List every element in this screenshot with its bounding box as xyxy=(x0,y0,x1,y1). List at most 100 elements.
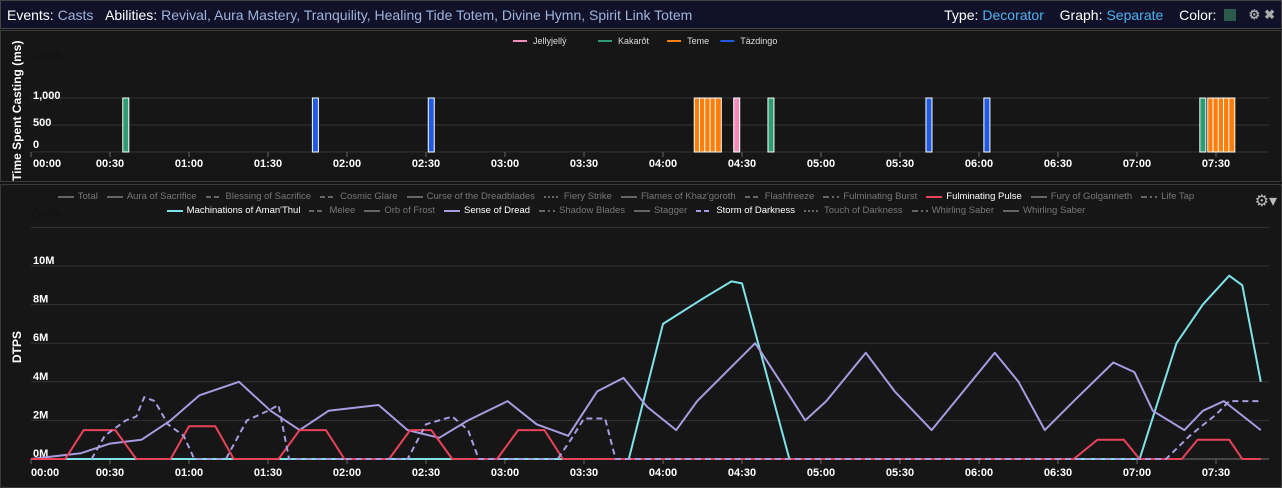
legend-swatch xyxy=(696,209,713,212)
legend-label: Orb of Frost xyxy=(384,205,435,216)
legend-item[interactable]: Melee xyxy=(309,205,355,216)
legend-swatch xyxy=(444,209,460,212)
legend-item[interactable]: Fulminating Burst xyxy=(823,191,917,202)
legend-swatch xyxy=(1141,195,1158,198)
legend-item[interactable]: Cosmic Glare xyxy=(320,191,398,202)
graph-value[interactable]: Separate xyxy=(1106,6,1164,23)
zoom-label: Zoom xyxy=(31,206,62,220)
y-axis-title: DTPS xyxy=(10,331,24,363)
type-value[interactable]: Decorator xyxy=(982,6,1044,23)
events-label: Events: xyxy=(7,6,54,23)
y-tick-label: 500 xyxy=(33,117,51,129)
x-tick-label: 07:00 xyxy=(1123,158,1151,170)
legend-item[interactable]: Blessing of Sacrifice xyxy=(205,191,311,202)
legend-swatch xyxy=(926,195,943,198)
legend-swatch xyxy=(823,195,840,198)
legend-item[interactable]: Aura of Sacrifice xyxy=(106,191,197,202)
legend-item[interactable]: Whirling Saber xyxy=(1003,205,1085,216)
legend-label: Curse of the Dreadblades xyxy=(426,191,535,202)
cast-bar xyxy=(1199,97,1207,153)
legend-label: Touch of Darkness xyxy=(824,205,903,216)
legend-label: Shadow Blades xyxy=(559,205,626,216)
legend-swatch xyxy=(364,209,381,212)
legend-label: Whirling Saber xyxy=(1023,205,1086,216)
cast-bar xyxy=(311,97,319,153)
series-line-machinations-of-aman-thul xyxy=(31,274,1262,460)
x-tick-label: 07:30 xyxy=(1202,158,1230,170)
casts-chart: 0 500 1,000 Zoom Time Spent Casting (ms) 00:0… xyxy=(10,36,1269,181)
x-tick-label: 02:00 xyxy=(333,467,361,479)
x-tick-label: 05:30 xyxy=(886,467,914,479)
color-swatch[interactable] xyxy=(1224,8,1237,21)
y-tick-label: 8M xyxy=(33,294,48,306)
x-tick-label: 05:00 xyxy=(807,158,835,170)
legend-row: Total Aura of Sacrifice Blessing of Sacrif… xyxy=(1,191,1251,202)
legend-label: Sense of Dread xyxy=(464,205,531,216)
legend-swatch xyxy=(804,209,820,212)
legend-item[interactable]: Whirling Saber xyxy=(911,205,994,216)
abilities-value[interactable]: Revival, Aura Mastery, Tranquility, Heal… xyxy=(161,6,693,23)
y-tick-label: 0 xyxy=(33,139,39,151)
cast-bar xyxy=(767,97,775,153)
close-icon[interactable]: ✖ xyxy=(1264,6,1275,22)
legend-item[interactable]: Machinations of Aman'Thul xyxy=(166,205,301,216)
cast-bar xyxy=(714,97,722,153)
x-tick-label: 01:30 xyxy=(254,158,282,170)
x-tick-label: 05:00 xyxy=(807,467,835,479)
series-line-fulminating-pulse xyxy=(31,425,1261,460)
legend-item[interactable]: Sense of Dread xyxy=(444,205,530,216)
x-tick-label: 06:00 xyxy=(965,467,993,479)
legend-item[interactable]: Fulminating Pulse xyxy=(926,191,1022,202)
legend-item[interactable]: Curse of the Dreadblades xyxy=(406,191,535,202)
legend-swatch xyxy=(1003,209,1019,212)
legend-item[interactable]: Shadow Blades xyxy=(539,205,625,216)
y-tick-label: 4M xyxy=(33,371,48,383)
legend-swatch xyxy=(634,209,651,212)
cast-bar xyxy=(983,97,991,153)
x-tick-label: 04:30 xyxy=(728,158,756,170)
legend-item[interactable]: Orb of Frost xyxy=(364,205,435,216)
legend-label: Machinations of Aman'Thul xyxy=(186,205,301,216)
legend-item[interactable]: Fury of Golganneth xyxy=(1030,191,1132,202)
legend-item[interactable]: Total xyxy=(57,191,98,202)
x-tick-label: 00:00 xyxy=(33,158,61,170)
casts-chart-panel: 0 500 1,000 Zoom Time Spent Casting (ms) 00:0… xyxy=(0,30,1282,182)
y-tick-label: 6M xyxy=(33,332,48,344)
dtps-chart-panel: 0M 2M 4M 6M 8M 10M Zoom DTPS 00:00 00:30 01:00 01:3… xyxy=(0,184,1282,488)
x-tick-label: 06:00 xyxy=(965,158,993,170)
legend-row: Machinations of Aman'Thul Melee Orb of Fro… xyxy=(1,205,1251,216)
x-tick-label: 04:30 xyxy=(728,467,756,479)
legend-swatch xyxy=(166,209,183,212)
x-tick-label: 03:30 xyxy=(570,467,598,479)
legend-item[interactable]: Touch of Darkness xyxy=(804,205,903,216)
graph-label: Graph: xyxy=(1059,6,1103,23)
cast-bar xyxy=(1228,97,1236,153)
gear-icon[interactable]: ⚙ xyxy=(1248,6,1261,22)
legend-item[interactable]: Life Tap xyxy=(1141,191,1194,202)
cast-bar xyxy=(122,97,130,153)
legend-label: Stagger xyxy=(654,205,688,216)
legend-swatch xyxy=(57,195,74,198)
legend-item[interactable]: Fiery Strike xyxy=(543,191,612,202)
legend-label: Fiery Strike xyxy=(563,191,612,202)
legend-item[interactable]: Stagger xyxy=(634,205,687,216)
x-tick-label: 01:00 xyxy=(175,158,203,170)
x-tick-label: 00:00 xyxy=(31,467,59,479)
legend-label: Total xyxy=(77,191,98,202)
x-tick-label: 06:30 xyxy=(1044,467,1072,479)
legend-label: Storm of Darkness xyxy=(716,205,795,216)
chart-settings-gear-icon[interactable]: ⚙▾ xyxy=(1254,193,1277,210)
legend-item[interactable]: Flashfreeze xyxy=(744,191,814,202)
legend-label: Jellyjellý xyxy=(533,36,567,46)
events-value[interactable]: Casts xyxy=(57,6,94,23)
legend-item[interactable]: Storm of Darkness xyxy=(696,205,795,216)
x-tick-label: 03:00 xyxy=(491,158,519,170)
legend-label: Teme xyxy=(687,36,709,46)
x-tick-label: 05:30 xyxy=(886,158,914,170)
legend-label: Tàzdingo xyxy=(740,36,777,46)
cast-bar xyxy=(925,97,933,153)
legend-item[interactable]: Flames of Khaz'goroth xyxy=(620,191,736,202)
type-label: Type: xyxy=(944,6,979,23)
x-tick-label: 00:30 xyxy=(96,158,124,170)
